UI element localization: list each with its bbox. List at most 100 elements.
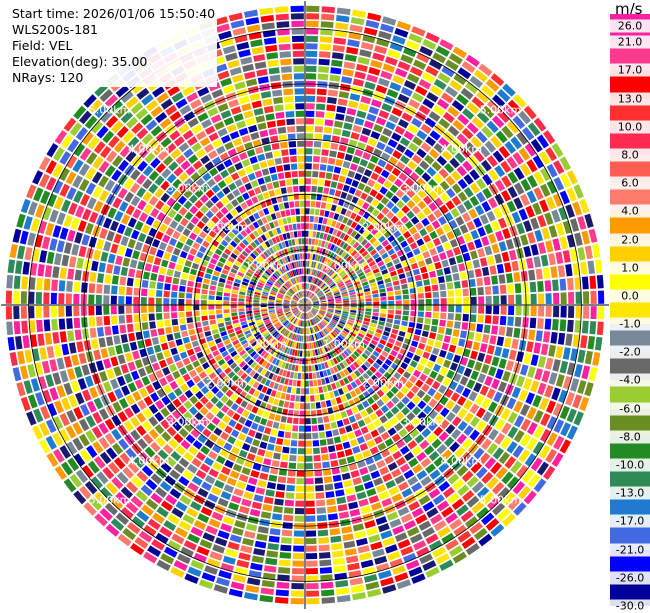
radar-gate [322,461,330,468]
radar-gate [253,303,259,305]
radar-gate [291,13,304,19]
radar-gate [321,454,329,461]
colorbar-tick-label: -17.0 [610,515,650,528]
radar-gate [291,590,304,596]
radar-gate [433,292,439,298]
radar-gate [424,318,431,324]
radar-gate [103,295,109,304]
radar-gate [36,278,43,290]
radar-gate [500,285,507,294]
radar-gate [285,432,292,439]
radar-gate [289,149,296,155]
radar-gate [246,302,252,305]
radar-gate [278,127,287,134]
radar-gate [297,463,304,469]
radar-gate [305,201,310,207]
radar-gate [301,388,305,394]
radar-gate [171,306,177,312]
radar-gate [96,306,102,315]
radar-gate [73,294,79,304]
radar-gate [279,560,291,567]
radar-gate [88,295,94,305]
radar-gate [279,552,291,559]
radar-gate [312,425,318,431]
radar-gate [318,530,329,537]
radar-gate [313,164,320,170]
radar-gate [500,316,507,325]
radar-gate [531,306,537,316]
radar-gate [316,500,325,507]
radar-gate [171,312,177,318]
radar-gate [507,284,514,294]
radar-gate [278,567,290,574]
radar-gate [238,302,244,305]
radar-gate [431,278,438,285]
radar-gate [295,208,300,214]
radar-gate [380,297,386,301]
radar-gate [303,253,305,259]
radar-gate [216,310,222,314]
radar-gate [150,273,157,281]
radar-gate [275,491,284,498]
radar-gate [291,164,298,170]
radar-gate [300,201,305,207]
radar-gate [326,104,336,111]
radar-gate [476,324,483,333]
radar-gate [295,501,304,507]
radar-gate [127,324,134,333]
radar-gate [328,513,338,520]
radar-gate [311,201,316,207]
radar-gate [298,441,304,447]
radar-gate [417,317,424,323]
radar-gate [327,97,337,104]
radar-gate [6,291,12,304]
radar-gate [403,311,409,316]
radar-gate [157,282,164,289]
radar-gate [298,448,305,454]
radar-gate [316,96,326,103]
radar-gate [51,279,58,291]
radar-gate [104,326,111,336]
radar-gate [306,501,315,507]
radar-gate [216,301,222,305]
radar-gate [402,316,408,321]
radar-gate [315,485,324,492]
radar-gate [272,90,282,97]
radar-gate [310,216,314,222]
radar-gate [231,305,237,308]
radar-gate [318,74,329,81]
radar-gate [425,312,431,318]
radar-gate [141,297,147,304]
radar-gate [395,310,401,315]
radar-gate [325,112,334,119]
radar-gate [306,88,316,94]
radar-gate [171,299,177,305]
radar-gate [306,493,315,499]
colorbar-tick-label: -2.0 [610,346,650,359]
radar-gate [484,277,491,286]
radar-gate [286,424,292,431]
radar-gate [297,223,301,229]
radar-gate [373,305,379,308]
radar-gate [589,276,596,289]
radar-gate [313,156,320,162]
radar-gate [142,322,149,330]
radar-gate [318,66,329,73]
radar-gate [277,484,286,491]
radar-gate [303,351,305,357]
radar-gate [292,43,304,49]
colorbar-tick-label: -4.0 [610,374,650,387]
radar-gate [104,285,111,294]
radar-gate [164,283,171,290]
radar-gate [186,305,192,310]
radar-gate [133,297,139,305]
radar-gate [201,300,207,305]
radar-gate [44,319,51,331]
radar-gate [305,358,308,364]
radar-gate [287,417,293,424]
radar-gate [445,328,452,335]
radar-gate [388,301,394,305]
radar-gate [567,278,574,290]
radar-gate [485,286,492,295]
radar-gate [149,313,155,320]
